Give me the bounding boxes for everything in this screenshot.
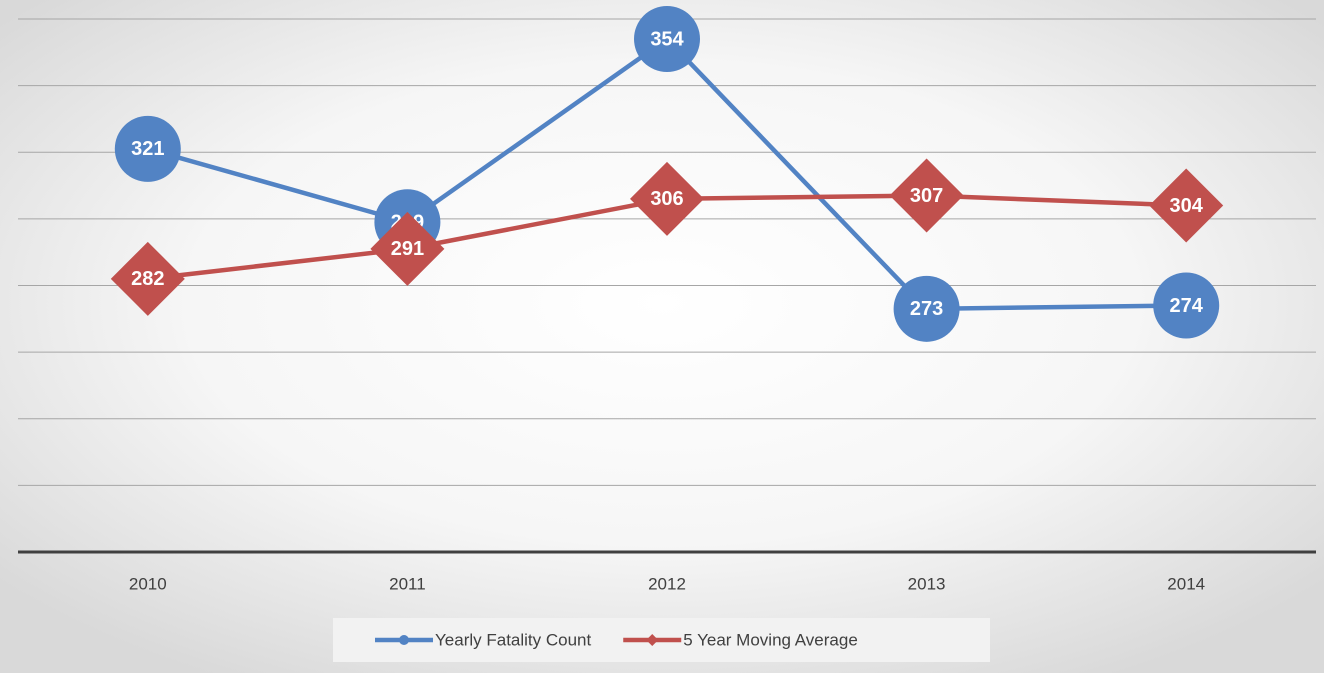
legend-label: 5 Year Moving Average [683, 630, 858, 649]
marker [646, 634, 659, 646]
x-tick-label: 2011 [389, 574, 426, 593]
marker [370, 211, 445, 286]
x-tick-label: 2014 [1167, 574, 1205, 593]
legend-label: Yearly Fatality Count [435, 630, 592, 649]
marker [110, 241, 185, 316]
marker [1149, 168, 1224, 243]
x-tick-label: 2010 [129, 574, 167, 593]
marker [634, 5, 700, 72]
marker [630, 161, 704, 236]
data-label: 291 [391, 238, 424, 260]
marker [889, 158, 964, 233]
data-label: 304 [1170, 195, 1204, 217]
data-label: 321 [131, 138, 164, 160]
marker [399, 635, 409, 645]
marker [114, 115, 181, 182]
data-label: 282 [131, 268, 164, 290]
data-label: 306 [650, 188, 683, 210]
data-label: 307 [910, 185, 943, 207]
data-label: 274 [1170, 295, 1204, 317]
x-tick-label: 2012 [648, 574, 686, 593]
x-tick-label: 2013 [908, 574, 946, 593]
marker [893, 275, 960, 342]
marker [1153, 272, 1220, 339]
data-label: 273 [910, 298, 943, 320]
data-label: 354 [650, 28, 684, 50]
